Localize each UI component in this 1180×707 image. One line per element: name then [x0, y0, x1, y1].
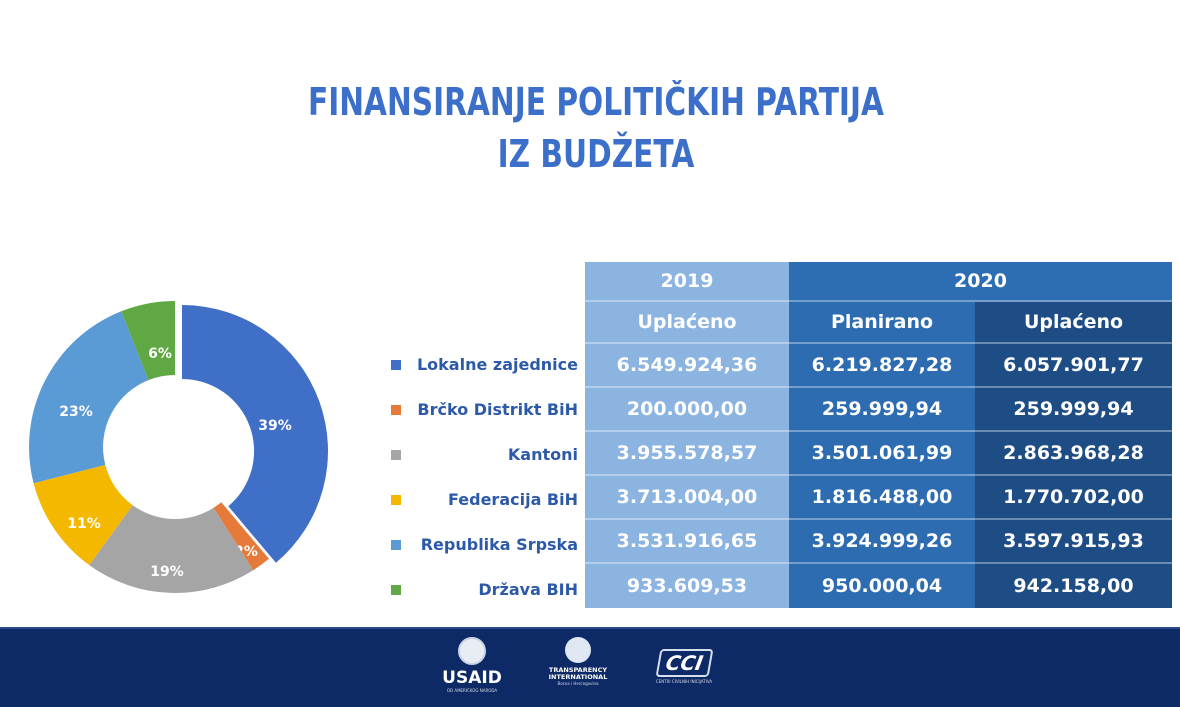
cell-kantoni-2019: 3.955.578,57 [585, 432, 789, 476]
footer: USAID OD AMERIČKOG NARODA TRANSPARENCY I… [0, 627, 1180, 707]
usaid-wordmark: USAID [442, 668, 502, 688]
cci-tagline: CENTRI CIVILNIH INICIJATIVA [655, 679, 713, 684]
ti-wordmark: TRANSPARENCY INTERNATIONAL [548, 666, 608, 681]
legend-item-brcko: Brčko Distrikt BiH [388, 387, 580, 432]
ti-tagline: Bosna i Hercegovina [557, 681, 599, 686]
cell-brcko-2019: 200.000,00 [585, 388, 789, 432]
legend-label: Federacija BiH [447, 490, 578, 509]
page-title: FINANSIRANJE POLITIČKIH PARTIJA IZ BUDŽE… [136, 76, 1056, 180]
legend-label: Lokalne zajednice [416, 355, 578, 374]
label-11: 11% [67, 516, 101, 532]
subheader-2019-paid: Uplaćeno [585, 302, 789, 344]
cci-logo: CCI CENTRI CIVILNIH INICIJATIVA [648, 649, 720, 684]
label-23: 23% [59, 404, 93, 420]
slice-federacija [33, 464, 133, 566]
cell-kantoni-paid: 2.863.968,28 [975, 432, 1172, 476]
cell-rs-paid: 3.597.915,93 [975, 520, 1172, 564]
cci-wordmark: CCI [655, 649, 713, 677]
slice-lokalne-zajednice [182, 305, 329, 563]
budget-table: 2019 2020 Uplaćeno Planirano Uplaćeno 6.… [585, 262, 1172, 608]
legend-swatch-kantoni [391, 449, 401, 460]
cell-brcko-paid: 259.999,94 [975, 388, 1172, 432]
ti-globe-icon [565, 637, 591, 663]
cell-rs-2019: 3.531.916,65 [585, 520, 789, 564]
cell-drzava-paid: 942.158,00 [975, 564, 1172, 608]
donut-chart: 39% 2% 19% 11% 23% 6% [20, 292, 330, 602]
legend-label: Država BIH [478, 580, 578, 599]
legend-swatch-lokalne [391, 359, 401, 370]
legend-label: Brčko Distrikt BiH [417, 400, 578, 419]
transparency-international-logo: TRANSPARENCY INTERNATIONAL Bosna i Herce… [536, 637, 620, 687]
slice-kantoni [89, 505, 254, 593]
legend-item-federacija: Federacija BiH [388, 477, 580, 522]
legend: Lokalne zajednice Brčko Distrikt BiH Kan… [388, 342, 580, 612]
slice-republika-srpska [29, 311, 149, 484]
cell-kantoni-planned: 3.501.061,99 [789, 432, 975, 476]
legend-label: Republika Srpska [420, 535, 578, 554]
subheader-2020-paid: Uplaćeno [975, 302, 1172, 344]
cell-federacija-paid: 1.770.702,00 [975, 476, 1172, 520]
cell-federacija-planned: 1.816.488,00 [789, 476, 975, 520]
legend-label: Kantoni [507, 445, 578, 464]
usaid-seal-icon [458, 637, 486, 665]
label-39: 39% [258, 418, 292, 434]
legend-swatch-republika-srpska [391, 539, 401, 550]
label-19: 19% [150, 564, 184, 580]
cell-lokalne-2019: 6.549.924,36 [585, 344, 789, 388]
legend-swatch-drzava [391, 584, 401, 595]
legend-item-drzava: Država BIH [388, 567, 580, 612]
cell-brcko-planned: 259.999,94 [789, 388, 975, 432]
cell-lokalne-planned: 6.219.827,28 [789, 344, 975, 388]
header-2020: 2020 [789, 262, 1172, 302]
slice-drzava [121, 301, 175, 381]
legend-swatch-federacija [391, 494, 401, 505]
label-6: 6% [148, 346, 172, 362]
title-line-1: FINANSIRANJE POLITIČKIH PARTIJA [307, 80, 884, 124]
title-line-2: IZ BUDŽETA [497, 132, 695, 176]
cell-lokalne-paid: 6.057.901,77 [975, 344, 1172, 388]
cell-drzava-2019: 933.609,53 [585, 564, 789, 608]
slice-brcko [213, 502, 269, 571]
subheader-2020-planned: Planirano [789, 302, 975, 344]
header-2019: 2019 [585, 262, 789, 302]
legend-item-lokalne: Lokalne zajednice [388, 342, 580, 387]
cell-rs-planned: 3.924.999,26 [789, 520, 975, 564]
legend-item-kantoni: Kantoni [388, 432, 580, 477]
cell-drzava-planned: 950.000,04 [789, 564, 975, 608]
usaid-logo: USAID OD AMERIČKOG NARODA [432, 637, 512, 694]
legend-swatch-brcko [391, 404, 401, 415]
usaid-tagline: OD AMERIČKOG NARODA [446, 688, 498, 693]
donut-svg: 39% 2% 19% 11% 23% 6% [29, 301, 329, 593]
cell-federacija-2019: 3.713.004,00 [585, 476, 789, 520]
legend-item-republika-srpska: Republika Srpska [388, 522, 580, 567]
